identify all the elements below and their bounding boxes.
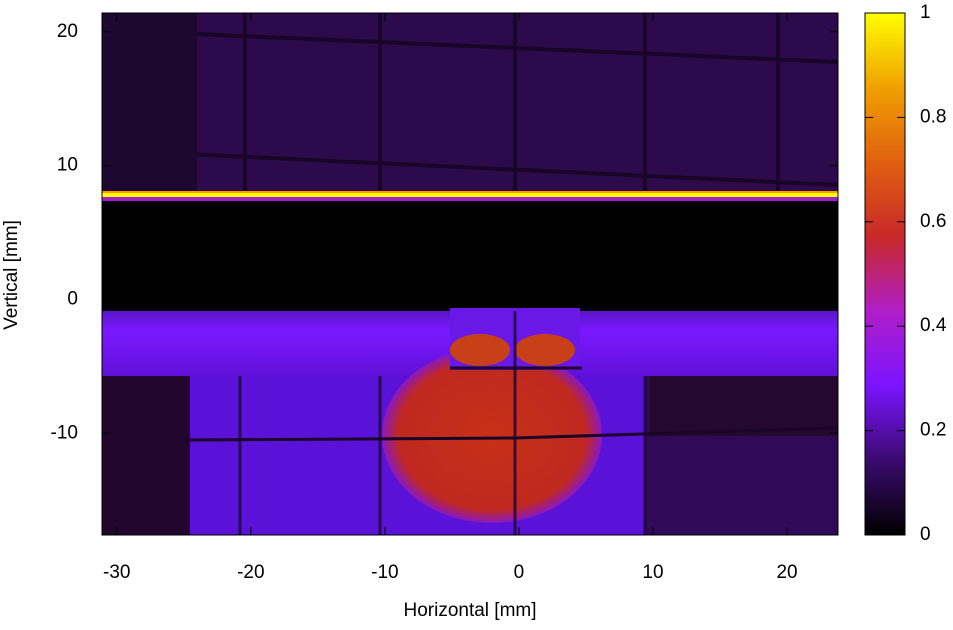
heatmap (102, 13, 838, 535)
heatmap-region (382, 347, 602, 523)
y-tick-label: 10 (57, 155, 78, 176)
colorbar-tick-label: 1 (920, 2, 931, 23)
x-tick-label: 10 (642, 562, 663, 583)
heatmap-grid-shadows (102, 13, 838, 192)
colorbar-tick-label: 0.2 (920, 420, 946, 441)
y-tick-label: 0 (67, 288, 78, 309)
plot-frame (101, 12, 839, 536)
colorbar-tick-label: 0 (920, 524, 931, 545)
heatmap-region (515, 334, 575, 366)
x-tick-label: -20 (237, 562, 264, 583)
heatmap-region (102, 197, 838, 201)
colorbar-tick-label: 0.4 (920, 315, 947, 336)
x-tick-label: 20 (776, 562, 797, 583)
heatmap-region (102, 201, 838, 311)
x-axis-label: Horizontal [mm] (403, 600, 536, 621)
heatmap-region (450, 334, 510, 366)
x-tick-label: 0 (514, 562, 525, 583)
x-tick-label: -30 (103, 562, 130, 583)
colorbar (864, 12, 906, 536)
heatmap-region (102, 376, 190, 535)
y-tick-label: 20 (57, 21, 78, 42)
heatmap-grid-shadows (238, 311, 647, 535)
heatmap-region (102, 193, 838, 197)
heatmap-region (102, 191, 838, 194)
y-axis-label: Vertical [mm] (1, 220, 22, 330)
colorbar-tick-label: 0.6 (920, 211, 946, 232)
heatmap-region (650, 376, 838, 436)
colorbar-tick-label: 0.8 (920, 106, 946, 127)
x-tick-label: -10 (371, 562, 398, 583)
heatmap-region (102, 13, 197, 193)
y-tick-label: -10 (51, 422, 78, 443)
